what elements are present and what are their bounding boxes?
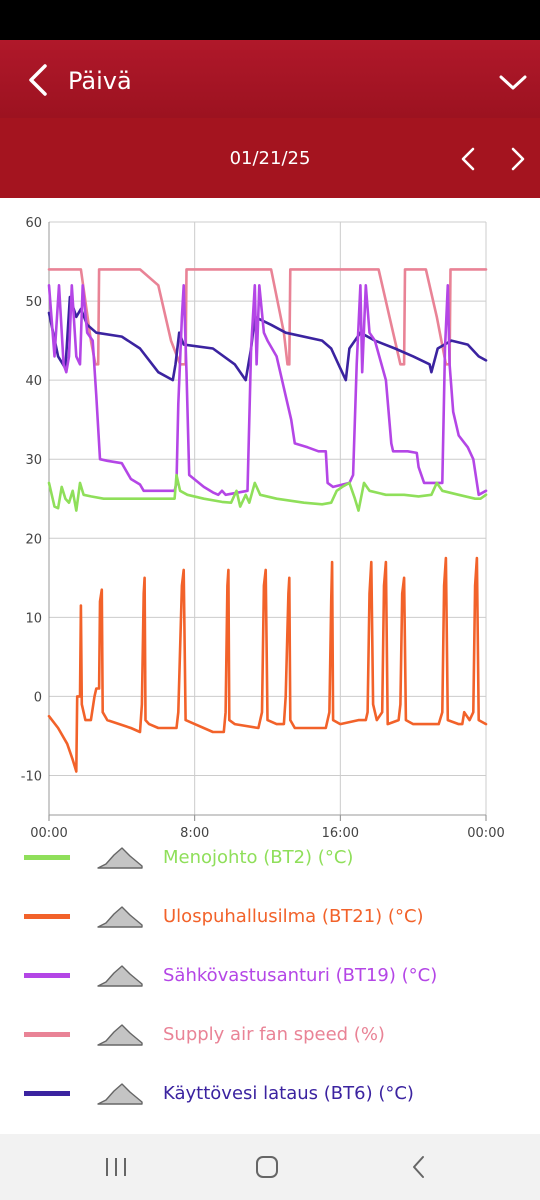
chart-series (47, 268, 488, 773)
area-chart-icon[interactable] (97, 1021, 143, 1047)
legend-swatch (24, 914, 70, 919)
home-icon[interactable] (252, 1152, 282, 1182)
y-tick-label: 0 (34, 690, 42, 705)
area-chart-icon[interactable] (97, 903, 143, 929)
y-tick-label: 40 (25, 374, 42, 389)
legend-label: Menojohto (BT2) (°C) (163, 847, 354, 868)
y-tick-label: 50 (25, 295, 42, 310)
y-tick-label: -10 (21, 769, 42, 784)
y-tick-label: 20 (25, 532, 42, 547)
legend-label: Käyttövesi lataus (BT6) (°C) (163, 1083, 414, 1104)
next-day-button[interactable] (503, 144, 531, 174)
x-tick-label: 8:00 (180, 826, 209, 841)
area-chart-icon[interactable] (97, 844, 143, 870)
legend-swatch (24, 1091, 70, 1096)
legend-item[interactable]: Käyttövesi lataus (BT6) (°C) (0, 1074, 540, 1114)
area-chart-icon[interactable] (97, 962, 143, 988)
date-navigation: 01/21/25 (0, 118, 540, 198)
y-tick-label: 60 (25, 216, 42, 231)
x-tick-label: 16:00 (322, 826, 359, 841)
prev-day-button[interactable] (455, 144, 483, 174)
series-line-2 (47, 284, 488, 497)
x-tick-label: 00:00 (467, 826, 504, 841)
chart-axes: 60 50 40 30 20 10 0 -10 00:00 8:00 16:00 00:00 (21, 216, 505, 841)
page-title: Päivä (68, 67, 132, 95)
y-tick-label: 30 (25, 453, 42, 468)
legend-item[interactable]: Sähkövastusanturi (BT19) (°C) (0, 956, 540, 996)
legend-label: Sähkövastusanturi (BT19) (°C) (163, 965, 438, 986)
legend-swatch (24, 855, 70, 860)
area-chart-icon[interactable] (97, 1080, 143, 1106)
chevron-down-icon[interactable] (496, 68, 530, 96)
status-bar (0, 0, 540, 40)
app-bar: Päivä (0, 40, 540, 118)
chevron-left-icon[interactable] (24, 62, 56, 98)
legend-label: Supply air fan speed (%) (163, 1024, 385, 1045)
back-icon[interactable] (404, 1152, 434, 1182)
legend-item[interactable]: Ulospuhallusilma (BT21) (°C) (0, 897, 540, 937)
series-line-4 (47, 556, 488, 773)
y-tick-label: 10 (25, 611, 42, 626)
series-line-0 (47, 268, 488, 366)
legend-item[interactable]: Menojohto (BT2) (°C) (0, 838, 540, 878)
line-chart[interactable]: 60 50 40 30 20 10 0 -10 00:00 8:00 16:00 00:00 (0, 198, 540, 850)
legend-label: Ulospuhallusilma (BT21) (°C) (163, 906, 424, 927)
series-line-3 (47, 473, 488, 512)
recent-apps-icon[interactable] (101, 1152, 131, 1182)
legend-item[interactable]: Supply air fan speed (%) (0, 1015, 540, 1055)
legend-swatch (24, 1032, 70, 1037)
legend-swatch (24, 973, 70, 978)
system-nav-bar (0, 1134, 540, 1200)
date-label[interactable]: 01/21/25 (229, 148, 311, 169)
x-tick-label: 00:00 (30, 826, 67, 841)
chart-grid (48, 221, 487, 815)
